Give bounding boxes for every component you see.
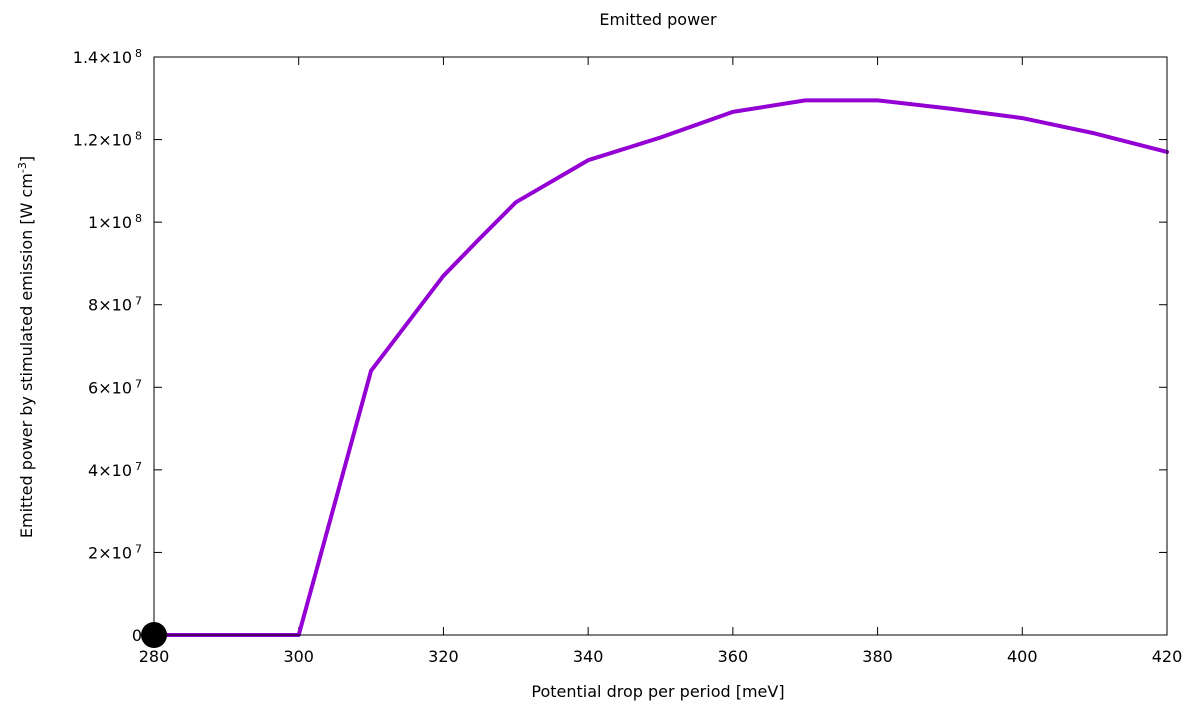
x-tick-label: 380 <box>862 647 893 666</box>
x-axis-label: Potential drop per period [meV] <box>531 682 784 701</box>
y-tick-label-mantissa: 0 <box>132 626 142 645</box>
y-axis-label-group: Emitted power by stimulated emission [W … <box>16 156 37 538</box>
x-tick-label: 320 <box>428 647 459 666</box>
plot-frame <box>153 56 1168 636</box>
y-tick-label-exponent: 7 <box>135 294 142 307</box>
y-axis-label-exponent: -3 <box>16 162 29 173</box>
y-tick-label: 8×10 7 <box>88 294 142 315</box>
y-tick-label: 1.2×10 8 <box>73 129 142 150</box>
x-tick-label: 400 <box>1007 647 1038 666</box>
x-tick-label: 360 <box>718 647 749 666</box>
y-tick-label-mantissa: 1.4×10 <box>73 48 132 67</box>
y-tick-label-exponent: 7 <box>135 377 142 390</box>
y-tick-label: 0 <box>132 626 142 645</box>
y-tick-label: 1.4×10 8 <box>73 47 142 68</box>
x-tick-label: 300 <box>283 647 314 666</box>
series-line <box>152 98 1169 637</box>
y-tick-label: 1×10 8 <box>88 212 142 233</box>
x-tick-label: 340 <box>573 647 604 666</box>
y-tick-label-mantissa: 1×10 <box>88 213 132 232</box>
data-point-marker <box>141 622 167 648</box>
y-axis-label-suffix: ] <box>17 156 36 162</box>
chart-title: Emitted power <box>599 10 717 29</box>
y-tick-label-exponent: 8 <box>135 212 142 225</box>
y-tick-label-exponent: 8 <box>135 47 142 60</box>
y-tick-label: 6×10 7 <box>88 377 142 398</box>
y-tick-label-exponent: 7 <box>135 459 142 472</box>
series-layer <box>152 98 1169 637</box>
y-axis-label: Emitted power by stimulated emission [W … <box>16 156 37 538</box>
y-tick-label-mantissa: 8×10 <box>88 296 132 315</box>
y-tick-label-mantissa: 4×10 <box>88 461 132 480</box>
y-tick-label: 4×10 7 <box>88 459 142 480</box>
x-tick-label: 280 <box>139 647 170 666</box>
y-tick-label-mantissa: 6×10 <box>88 378 132 397</box>
marker-layer <box>141 622 167 648</box>
y-tick-label-mantissa: 1.2×10 <box>73 131 132 150</box>
x-tick-label: 420 <box>1152 647 1183 666</box>
y-tick-label-exponent: 8 <box>135 129 142 142</box>
y-tick-label: 2×10 7 <box>88 542 142 563</box>
y-tick-label-exponent: 7 <box>135 542 142 555</box>
y-axis-label-prefix: Emitted power by stimulated emission [W … <box>17 173 36 538</box>
y-tick-label-mantissa: 2×10 <box>88 543 132 562</box>
ticks-layer <box>153 56 1168 636</box>
